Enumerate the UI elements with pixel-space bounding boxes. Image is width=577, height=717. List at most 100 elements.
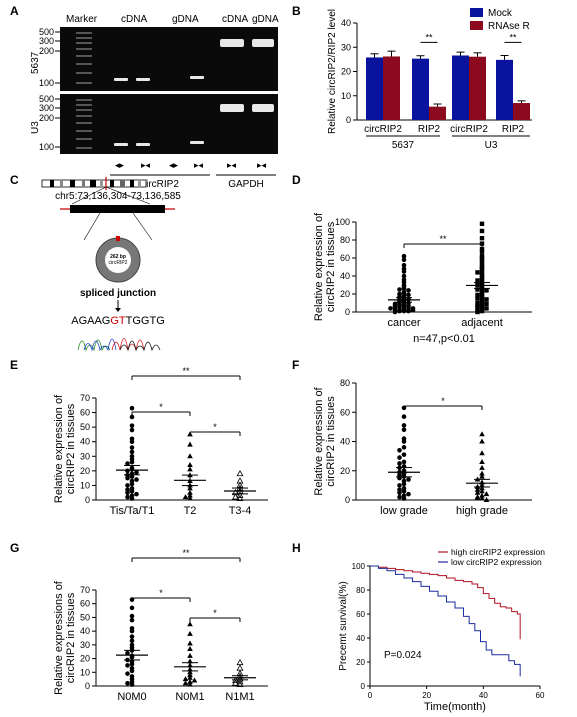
panel-label-a: A [10,4,19,18]
h-ytick-label: 0 [361,682,366,691]
data-point [479,268,485,273]
data-point [479,488,485,494]
ytick-label: 20 [80,466,90,476]
data-point [125,483,130,488]
size-200-a: 200 [39,46,54,56]
data-point [406,288,411,293]
gel-bands [114,39,274,146]
sig-mark: ** [439,234,447,244]
junction-label: spliced junction [80,288,156,299]
data-point [406,308,411,314]
data-point [129,634,135,639]
data-point [125,671,130,676]
ylabel-line1: Relative expressions of [53,580,65,695]
b-legend-swatch [470,8,483,17]
x-category-label: N0M0 [117,691,146,703]
gel-header-gdna-1: gDNA [172,14,199,25]
data-point [474,483,481,489]
ytick-label: 30 [80,451,90,461]
data-point [479,464,485,470]
data-point [129,405,135,411]
ylabel-line1: Relative expression of [313,212,325,321]
data-point [410,307,416,313]
b-sig-mark: ** [509,32,517,42]
data-point [401,269,407,274]
sig-mark: ** [182,366,190,376]
data-point [187,658,193,664]
data-point [479,485,485,491]
panel-c-schematic: chr5:73,136,304-73,136,585 262 bp circRI… [41,177,181,352]
circle-size-label: 262 bp [110,254,126,260]
data-point [401,488,407,494]
data-point [475,270,480,275]
svg-text:▸◂: ▸◂ [141,160,151,170]
ytick-label: 20 [340,289,350,299]
data-point [475,300,480,306]
b-category-label: RIP2 [418,124,441,135]
sig-mark: * [213,422,217,432]
data-point [125,680,130,686]
data-point [401,253,407,259]
data-point [401,257,407,263]
gel-header-cdna-1: cDNA [121,14,148,25]
primer-symbols: ◂▸ ▸◂ ◂▸ ▸◂ ▸◂ ▸◂ [115,160,267,170]
h-ytick-label: 60 [356,610,365,619]
data-point [406,477,411,482]
ytick-label: 0 [85,495,90,505]
data-point [187,621,193,627]
b-ytick-label: 30 [341,42,351,52]
b-bar [469,56,486,120]
data-point [401,308,407,314]
x-category-label: T2 [184,505,197,517]
data-point [392,309,398,315]
data-point [401,414,407,419]
data-point [187,495,193,501]
data-point [187,466,193,472]
data-point [401,286,407,291]
b-group-label: 5637 [392,140,415,151]
data-point [236,680,244,688]
data-point [479,431,485,437]
panel-label-e: E [10,358,19,372]
size-300-a: 300 [39,36,54,46]
panel-label-d: D [292,173,301,187]
bracket-label-circrip2: circRIP2 [141,179,179,190]
data-point [129,605,135,611]
data-point [479,246,485,252]
data-point [397,447,402,453]
x-category-label: N1M1 [225,691,254,703]
data-point [129,414,135,420]
marker-ladder [76,32,92,149]
data-point [401,439,407,444]
data-point [129,682,135,687]
x-category-label: cancer [387,317,420,329]
ytick-label: 100 [335,217,350,227]
data-point [134,477,139,482]
sig-mark: * [213,608,217,618]
ytick-label: 50 [80,612,90,622]
data-point [401,496,407,501]
data-point [479,260,485,265]
data-point [479,277,485,282]
data-point [406,292,411,298]
data-point [187,462,193,468]
x-category-label: low grade [380,505,428,517]
data-point [232,679,239,686]
junction-sequence: AGAAGGTTGGTG [71,315,165,327]
h-ytick-label: 80 [356,586,365,595]
h-xlabel: Time(month) [424,701,486,713]
b-legend-swatch [470,21,483,30]
data-point [475,305,480,310]
data-point [479,295,485,300]
data-point [129,474,135,479]
data-point [479,458,485,464]
data-point [129,638,135,644]
data-point [125,461,130,466]
ylabel-line2: circRIP2 in tissues [325,221,337,312]
ytick-label: 40 [80,626,90,636]
data-point [474,489,481,495]
b-legend-label: Mock [488,8,513,19]
data-point [187,652,193,658]
